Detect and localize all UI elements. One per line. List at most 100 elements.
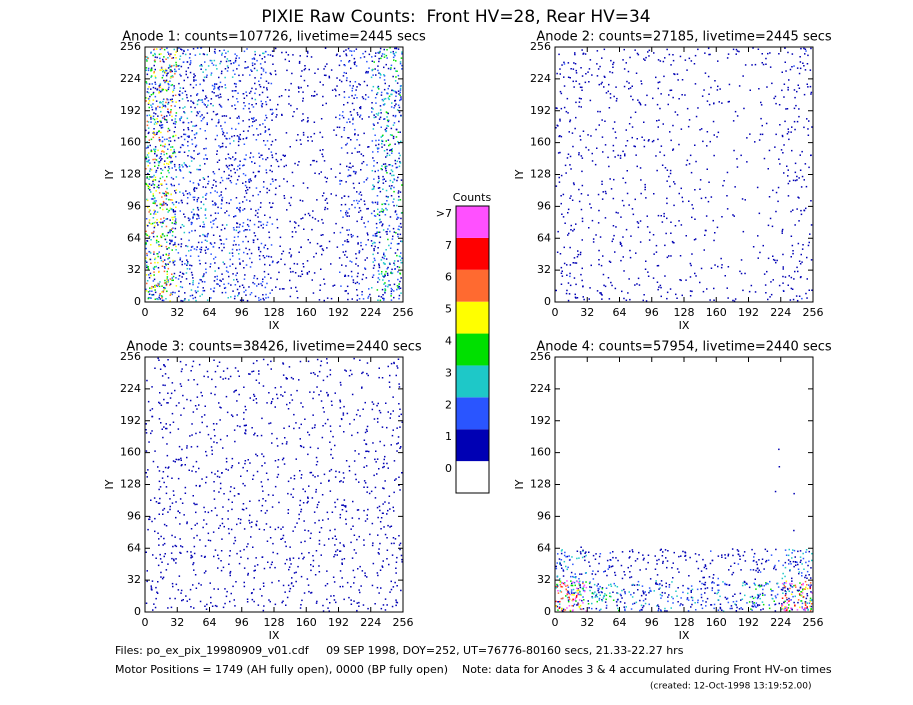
count-dot: [689, 290, 692, 292]
count-dot: [293, 111, 295, 113]
count-dot: [387, 524, 389, 527]
count-dot: [581, 157, 584, 159]
count-dot: [293, 474, 296, 477]
y-axis-label: IY: [513, 169, 526, 179]
count-dot: [163, 202, 165, 204]
count-dot: [205, 271, 207, 274]
count-dot: [201, 241, 203, 244]
count-dot: [372, 234, 374, 237]
count-dot: [189, 63, 191, 66]
count-dot: [308, 485, 310, 487]
count-dot: [785, 70, 787, 72]
count-dot: [354, 172, 357, 175]
count-dot: [794, 179, 797, 182]
count-dot: [147, 69, 150, 72]
count-dot: [161, 203, 164, 206]
count-dot: [146, 73, 149, 76]
count-dot: [382, 466, 384, 469]
count-dot: [781, 134, 784, 137]
count-dot: [198, 152, 201, 155]
count-dot: [165, 427, 167, 430]
count-dot: [173, 87, 176, 89]
count-dot: [578, 200, 581, 203]
count-dot: [300, 508, 303, 511]
count-dot: [169, 69, 172, 71]
count-dot: [261, 504, 264, 507]
count-dot: [399, 199, 402, 201]
count-dot: [620, 259, 622, 262]
count-dot: [205, 97, 208, 99]
count-dot: [326, 391, 328, 394]
count-dot: [769, 296, 771, 298]
count-dot: [200, 584, 202, 586]
count-dot: [289, 146, 291, 148]
count-dot: [150, 150, 152, 153]
count-dot: [384, 282, 386, 284]
count-dot: [334, 544, 336, 546]
count-dot: [242, 130, 245, 132]
count-dot: [162, 513, 164, 515]
count-dot: [378, 266, 381, 269]
count-dot: [324, 584, 327, 587]
count-dot: [214, 276, 216, 278]
count-dot: [799, 56, 801, 58]
count-dot: [401, 212, 403, 214]
count-dot: [196, 218, 198, 220]
count-dot: [198, 282, 200, 285]
count-dot: [253, 277, 255, 279]
count-dot: [676, 73, 679, 75]
count-dot: [373, 214, 376, 217]
count-dot: [154, 150, 156, 153]
count-dot: [759, 133, 762, 136]
count-dot: [312, 292, 315, 294]
count-dot: [178, 68, 180, 70]
count-dot: [353, 187, 355, 189]
count-dot: [608, 107, 611, 109]
count-dot: [381, 566, 384, 568]
count-dot: [210, 253, 212, 255]
count-dot: [567, 212, 569, 214]
count-dot: [225, 187, 227, 190]
count-dot: [179, 286, 182, 288]
count-dot: [332, 435, 334, 438]
count-dot: [708, 53, 710, 56]
count-dot: [346, 142, 348, 145]
count-dot: [253, 57, 255, 59]
count-dot: [598, 209, 600, 212]
count-dot: [314, 72, 316, 74]
count-dot: [700, 128, 703, 130]
count-dot: [285, 132, 288, 134]
count-dot: [267, 494, 270, 496]
count-dot: [192, 182, 195, 184]
count-dot: [313, 121, 316, 123]
count-dot: [184, 263, 186, 265]
count-dot: [233, 135, 236, 137]
count-dot: [149, 290, 151, 292]
count-dot: [297, 224, 300, 227]
y-tick-label: 256: [120, 40, 141, 53]
count-dot: [272, 112, 274, 114]
count-dot: [577, 250, 579, 252]
count-dot: [255, 187, 258, 189]
count-dot: [658, 81, 661, 83]
count-dot: [198, 467, 200, 470]
count-dot: [152, 103, 154, 105]
count-dot: [351, 87, 354, 90]
count-dot: [155, 171, 157, 173]
count-dot: [336, 549, 339, 551]
count-dot: [383, 56, 386, 58]
count-dot: [333, 581, 336, 583]
count-dot: [148, 258, 151, 261]
count-dot: [224, 56, 226, 58]
count-dot: [145, 233, 147, 235]
count-dot: [373, 114, 375, 116]
count-dot: [368, 492, 371, 495]
count-dot: [220, 125, 222, 127]
count-dot: [145, 432, 148, 434]
count-dot: [280, 528, 282, 530]
count-dot: [313, 95, 316, 97]
count-dot: [394, 114, 397, 117]
count-dot: [381, 53, 384, 55]
count-dot: [389, 263, 391, 265]
count-dot: [289, 546, 291, 548]
